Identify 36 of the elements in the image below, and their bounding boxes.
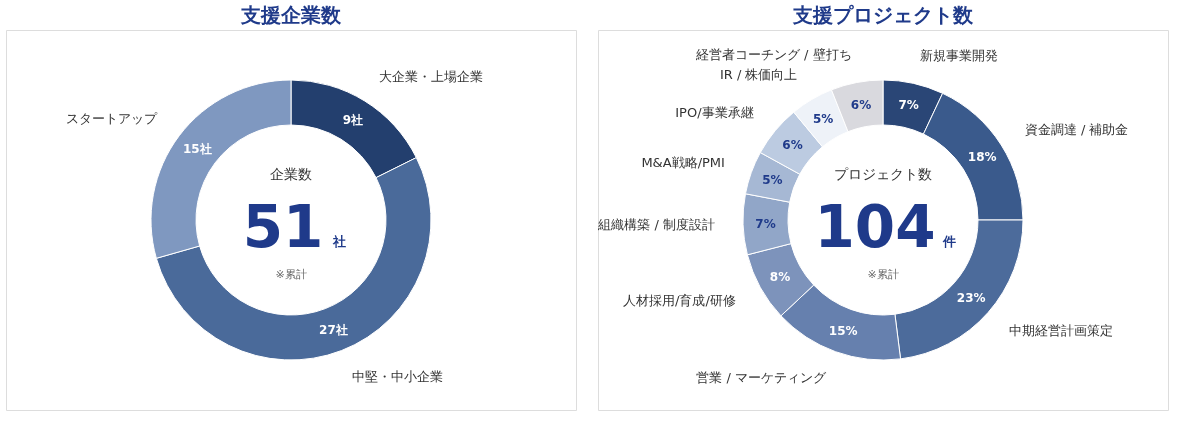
slice-label: 新規事業開発 <box>919 48 998 64</box>
text: プロジェクト数 <box>834 166 932 182</box>
data-label: 7% <box>898 98 919 113</box>
data-label: 5% <box>813 111 834 126</box>
text: ※累計 <box>275 268 307 281</box>
chart-title: 支援企業数 <box>240 3 342 27</box>
slice-label: 資金調達 / 補助金 <box>1024 121 1129 137</box>
slice-label: 営業 / マーケティング <box>696 370 828 386</box>
text: 件 <box>942 234 956 249</box>
slice-label: IR / 株価向上 <box>719 67 798 83</box>
data-label: 18% <box>967 150 997 165</box>
slice-label: 人材採用/育成/研修 <box>623 292 736 308</box>
data-label: 15社 <box>182 142 212 157</box>
data-label: 15% <box>828 323 858 338</box>
slice-label: IPO/事業承継 <box>675 104 754 120</box>
data-label: 8% <box>769 269 791 284</box>
slice-label: 経営者コーチング / 壁打ち <box>694 46 852 62</box>
slice-label: M&A戦略/PMI <box>641 155 725 171</box>
text: 企業数 <box>270 166 312 182</box>
data-label: 27社 <box>319 322 348 337</box>
text: ※累計 <box>867 268 899 281</box>
text: 104 <box>814 193 936 261</box>
slice-label: 中堅・中小企業 <box>351 368 443 384</box>
slice-label: 大企業・上場企業 <box>379 69 484 85</box>
slice-label: 中期経営計画策定 <box>1009 323 1114 339</box>
text: 社 <box>332 234 346 249</box>
data-label: 6% <box>850 97 872 112</box>
chart-title: 支援プロジェクト数 <box>792 3 974 27</box>
data-label: 7% <box>755 216 776 231</box>
data-label: 6% <box>782 138 803 153</box>
slice-label: 組織構築 / 制度設計 <box>597 217 716 233</box>
slice-label: スタートアップ <box>65 110 158 126</box>
data-label: 5% <box>762 173 783 188</box>
data-label: 9社 <box>342 113 364 128</box>
text: 51 <box>242 193 324 261</box>
data-label: 23% <box>956 290 986 305</box>
